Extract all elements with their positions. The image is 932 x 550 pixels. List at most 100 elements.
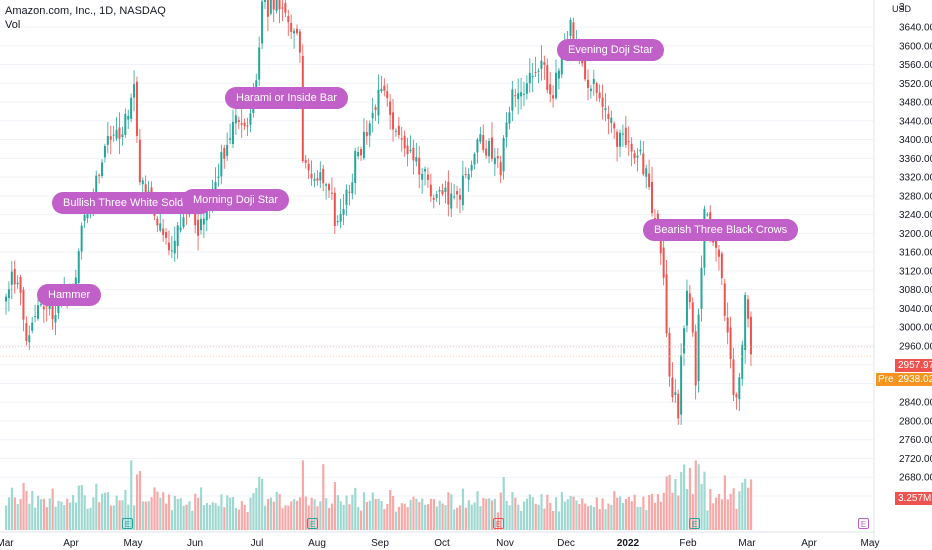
- volume-bar: [607, 503, 610, 530]
- volume-bar: [645, 510, 648, 530]
- candle-body: [243, 122, 246, 127]
- pattern-label-hammer[interactable]: Hammer: [37, 284, 102, 306]
- candle-body: [403, 135, 406, 149]
- earnings-icon[interactable]: E: [689, 518, 700, 529]
- candle-body: [354, 150, 357, 184]
- volume-bar: [517, 504, 520, 530]
- earnings-icon[interactable]: E: [122, 518, 133, 529]
- price-tick-label: 3160.00: [899, 248, 932, 259]
- volume-bar: [435, 506, 438, 530]
- candle-body: [37, 305, 40, 319]
- volume-bar: [659, 501, 662, 530]
- volume-bar: [409, 499, 412, 530]
- candle-body: [604, 108, 607, 111]
- volume-bar: [112, 505, 115, 530]
- pattern-label-three-black-crows[interactable]: Bearish Three Black Crows: [643, 219, 799, 241]
- volume-bar: [683, 464, 686, 530]
- symbol-title: Amazon.com, Inc., 1D, NASDAQ: [5, 5, 166, 17]
- volume-bar: [482, 497, 485, 530]
- volume-bar: [499, 492, 502, 530]
- volume-bar: [525, 498, 529, 530]
- candle-body: [336, 221, 339, 223]
- volume-bar: [60, 501, 63, 530]
- candle-body: [598, 92, 601, 99]
- volume-bar: [456, 507, 459, 530]
- candle-body: [109, 136, 112, 140]
- candle-body: [552, 95, 555, 99]
- price-tick-label: 2840.00: [899, 398, 932, 409]
- candle-body: [645, 168, 648, 177]
- pattern-label-evening-doji-star[interactable]: Evening Doji Star: [557, 39, 664, 61]
- candle-body: [16, 282, 19, 285]
- candle-body: [429, 184, 432, 197]
- candle-body: [607, 113, 610, 119]
- volume-bar: [534, 503, 537, 530]
- volume-bar: [508, 505, 511, 530]
- volume-bar: [138, 470, 142, 530]
- volume-bar: [345, 495, 348, 530]
- candle-body: [683, 328, 686, 354]
- candle-body: [368, 123, 371, 136]
- candle-body: [272, 0, 275, 10]
- volume-bar: [115, 495, 118, 530]
- candle-body: [508, 112, 511, 124]
- volume-bar: [162, 492, 165, 530]
- volume-bar: [304, 496, 307, 530]
- candle-body: [461, 175, 464, 206]
- candle-body: [485, 148, 488, 156]
- volume-bar: [665, 476, 668, 530]
- candle-body: [147, 190, 150, 192]
- volume-bar: [202, 505, 206, 530]
- volume-bar: [610, 504, 613, 530]
- candle-body: [249, 113, 252, 125]
- volume-bar: [493, 498, 497, 530]
- volume-bar: [199, 487, 203, 530]
- pattern-label-three-white-soldiers[interactable]: Bullish Three White Soldiers: [52, 192, 212, 214]
- volume-bar: [226, 495, 229, 530]
- earnings-icon[interactable]: E: [493, 518, 504, 529]
- candle-body: [723, 283, 726, 316]
- volume-bar: [479, 506, 482, 530]
- volume-bar: [69, 502, 72, 530]
- volume-bar: [511, 492, 514, 530]
- volume-bar: [639, 506, 642, 530]
- volume-bar: [275, 491, 278, 530]
- pattern-label-morning-doji-star[interactable]: Morning Doji Star: [182, 189, 289, 211]
- price-axis[interactable]: 3640.00 3600.00 3560.00 3520.00 3480.00 3440.…: [873, 0, 932, 550]
- volume-bar: [514, 497, 517, 530]
- volume-bar: [124, 489, 127, 530]
- candle-body: [432, 197, 435, 200]
- volume-bar: [211, 502, 214, 530]
- candle-body: [287, 16, 290, 23]
- candle-body: [182, 217, 185, 228]
- candle-body: [101, 162, 104, 177]
- volume-bar: [598, 509, 601, 530]
- candle-body: [25, 323, 28, 342]
- volume-bar: [269, 497, 273, 530]
- candle-body: [362, 131, 365, 159]
- volume-bar: [674, 479, 677, 530]
- volume-bar: [438, 500, 441, 530]
- volume-bar: [636, 506, 639, 530]
- price-tick-label: 2960.00: [899, 341, 932, 352]
- pattern-label-harami[interactable]: Harami or Inside Bar: [225, 87, 348, 109]
- volume-bar: [549, 502, 552, 530]
- candle-body: [456, 191, 459, 195]
- time-axis[interactable]: Mar Apr May Jun Jul Aug Sep Oct Nov Dec 2022 Feb Mar…: [0, 531, 879, 549]
- volume-bar: [383, 509, 386, 530]
- earnings-icon[interactable]: E: [858, 518, 869, 529]
- candle-body: [639, 149, 642, 152]
- volume-bar: [496, 512, 499, 530]
- time-tick-label: Apr: [801, 538, 817, 549]
- candle-body: [741, 344, 744, 379]
- candle-body: [316, 178, 319, 181]
- earnings-icon[interactable]: E: [307, 518, 318, 529]
- volume-bar: [144, 501, 147, 530]
- candle-body: [124, 113, 127, 135]
- candle-body: [627, 141, 630, 143]
- candle-body: [671, 377, 674, 398]
- volume-bar: [310, 497, 313, 530]
- volume-bar: [57, 500, 60, 530]
- volume-bar: [403, 503, 406, 530]
